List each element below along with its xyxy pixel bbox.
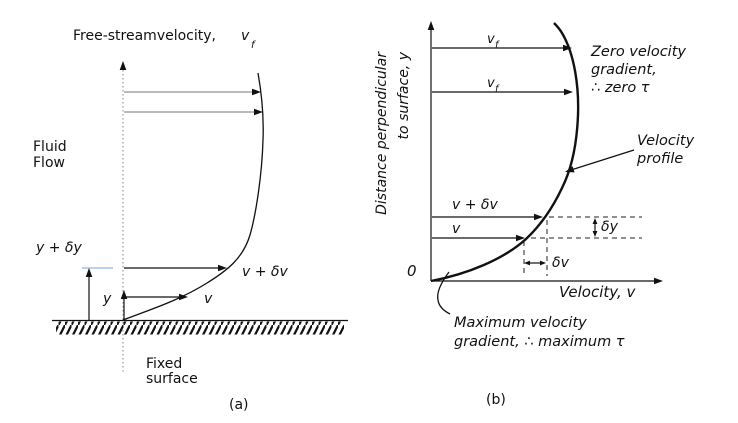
right-arrow-icon [563,44,572,52]
panel-b-caption: (b) [486,392,506,408]
max-gradient-leader-squiggle [437,271,451,315]
left-arrow-icon [524,260,530,266]
velocity-profile-note-line2: profile [636,151,683,167]
velocity-profile-curve-a [122,72,264,321]
v-label-b: v [452,221,461,237]
dy-label: δy [601,219,619,235]
y-axis-label-line1: Distance perpendicular [374,51,390,215]
dv-label: δv [552,255,570,271]
up-arrow-icon [85,268,93,277]
right-arrow-icon [540,260,546,266]
right-arrow-icon [218,264,227,272]
up-arrow-icon [592,218,598,224]
velocity-profile-curve-b [430,22,580,283]
zero-gradient-note-line3: ∴ zero τ [591,80,650,96]
up-arrow-icon [427,21,435,30]
leader-arrow-icon [565,166,575,173]
y-label: y [102,291,112,307]
down-arrow-icon [592,231,598,237]
right-arrow-icon [252,88,261,96]
y-plus-dy-label: y + δy [35,240,82,256]
right-arrow-icon [516,234,525,242]
panel-b: Distance perpendicular to surface, y 0 v… [374,21,695,408]
v-plus-dv-label: v + δv [242,264,288,280]
up-arrow-icon [120,290,128,299]
velocity-profile-note-line1: Velocity [637,133,695,149]
up-arrow-icon [119,61,127,70]
right-arrow-icon [179,293,188,301]
v-label: v [204,291,213,307]
zero-gradient-note-line2: gradient, [591,62,657,78]
vf-upper-subscript: f [495,40,500,51]
v-plus-dv-label-b: v + δv [452,197,498,213]
panel-a-title-var: v [241,28,250,44]
x-axis-label: Velocity, v [559,283,637,301]
origin-label: 0 [407,262,417,280]
fluid-flow-label-line2: Flow [33,155,65,171]
fixed-surface-label-line1: Fixed [146,356,182,372]
vf-lower-label: v [487,76,495,91]
right-arrow-icon [534,213,543,221]
panel-a-title: Free-streamvelocity, [73,28,216,44]
right-arrow-icon [254,108,263,116]
fluid-flow-label-line1: Fluid [33,139,67,155]
max-gradient-note-line1: Maximum velocity [454,315,587,331]
panel-a-title-subscript: f [251,40,256,51]
vf-lower-subscript: f [495,84,500,95]
panel-a-caption: (a) [229,397,249,413]
y-axis-label-line2: to surface, y [396,51,412,139]
right-arrow-icon [654,277,663,285]
vf-upper-label: v [487,32,495,47]
panel-a: Free-streamvelocity, v f Fluid Flow y + … [33,28,348,413]
velocity-profile-leader [570,149,635,171]
zero-gradient-note-line1: Zero velocity [590,44,686,60]
surface-hatching [56,321,344,335]
right-arrow-icon [564,88,573,96]
fixed-surface-label-line2: surface [146,371,198,387]
max-gradient-note-line2: gradient, ∴ maximum τ [454,334,625,350]
